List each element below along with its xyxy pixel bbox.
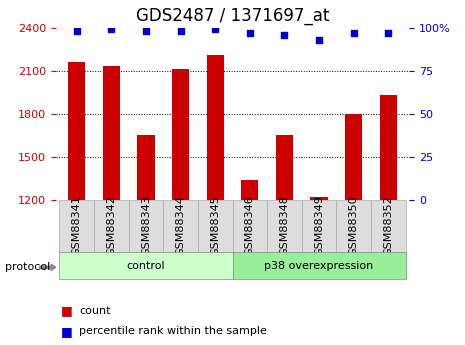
Text: percentile rank within the sample: percentile rank within the sample — [79, 326, 267, 336]
Point — [350, 30, 358, 36]
Bar — [232, 200, 267, 252]
Bar — [68, 62, 85, 200]
Point — [246, 30, 253, 36]
Bar — [371, 200, 406, 252]
Text: GSM88348: GSM88348 — [279, 196, 290, 256]
Bar — [137, 135, 154, 200]
Bar — [302, 200, 337, 252]
Point — [142, 28, 150, 34]
Bar — [380, 95, 397, 200]
Text: control: control — [126, 261, 165, 270]
Bar — [206, 55, 224, 200]
Bar — [103, 66, 120, 200]
Bar — [311, 197, 328, 200]
Text: ■: ■ — [60, 325, 72, 338]
Bar — [128, 200, 163, 252]
Point — [177, 28, 184, 34]
Text: ■: ■ — [60, 304, 72, 317]
Text: GSM88350: GSM88350 — [349, 196, 359, 256]
Text: GSM88344: GSM88344 — [175, 196, 186, 256]
Point — [107, 27, 115, 32]
Point — [281, 32, 288, 37]
Bar — [276, 135, 293, 200]
Bar — [241, 180, 259, 200]
Bar — [59, 200, 94, 252]
Text: GSM88345: GSM88345 — [210, 196, 220, 256]
Text: protocol: protocol — [5, 263, 50, 272]
Bar — [198, 200, 232, 252]
Text: count: count — [79, 306, 111, 315]
Bar — [267, 200, 302, 252]
Bar — [94, 200, 128, 252]
Point — [212, 27, 219, 32]
Bar — [345, 114, 362, 200]
Text: GSM88342: GSM88342 — [106, 196, 116, 256]
Text: GSM88349: GSM88349 — [314, 196, 324, 256]
Point — [385, 30, 392, 36]
Bar — [59, 252, 232, 279]
Title: GDS2487 / 1371697_at: GDS2487 / 1371697_at — [136, 7, 329, 25]
Text: GSM88341: GSM88341 — [72, 196, 81, 256]
Text: GSM88346: GSM88346 — [245, 196, 255, 256]
Bar — [163, 200, 198, 252]
Text: GSM88343: GSM88343 — [141, 196, 151, 256]
Text: p38 overexpression: p38 overexpression — [265, 261, 374, 270]
Text: GSM88352: GSM88352 — [384, 196, 393, 256]
Bar — [172, 69, 189, 200]
Bar — [337, 200, 371, 252]
Bar — [232, 252, 406, 279]
Point — [315, 37, 323, 42]
Point — [73, 28, 80, 34]
